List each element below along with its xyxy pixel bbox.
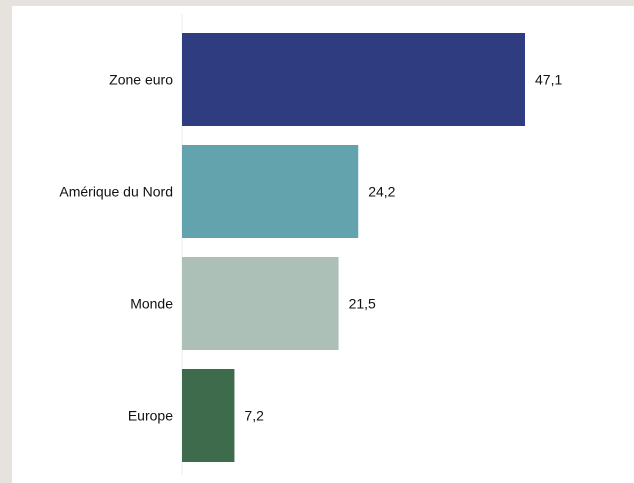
category-label: Europe [128,408,173,424]
category-label: Zone euro [109,72,173,88]
value-label: 21,5 [349,296,376,312]
value-label: 24,2 [368,184,395,200]
bar-3 [182,369,235,462]
bar-1 [182,145,359,238]
bar-0 [182,33,525,126]
category-label: Monde [130,296,173,312]
bar-2 [182,257,339,350]
value-label: 7,2 [244,408,264,424]
category-label: Amérique du Nord [59,184,173,200]
value-label: 47,1 [535,72,562,88]
